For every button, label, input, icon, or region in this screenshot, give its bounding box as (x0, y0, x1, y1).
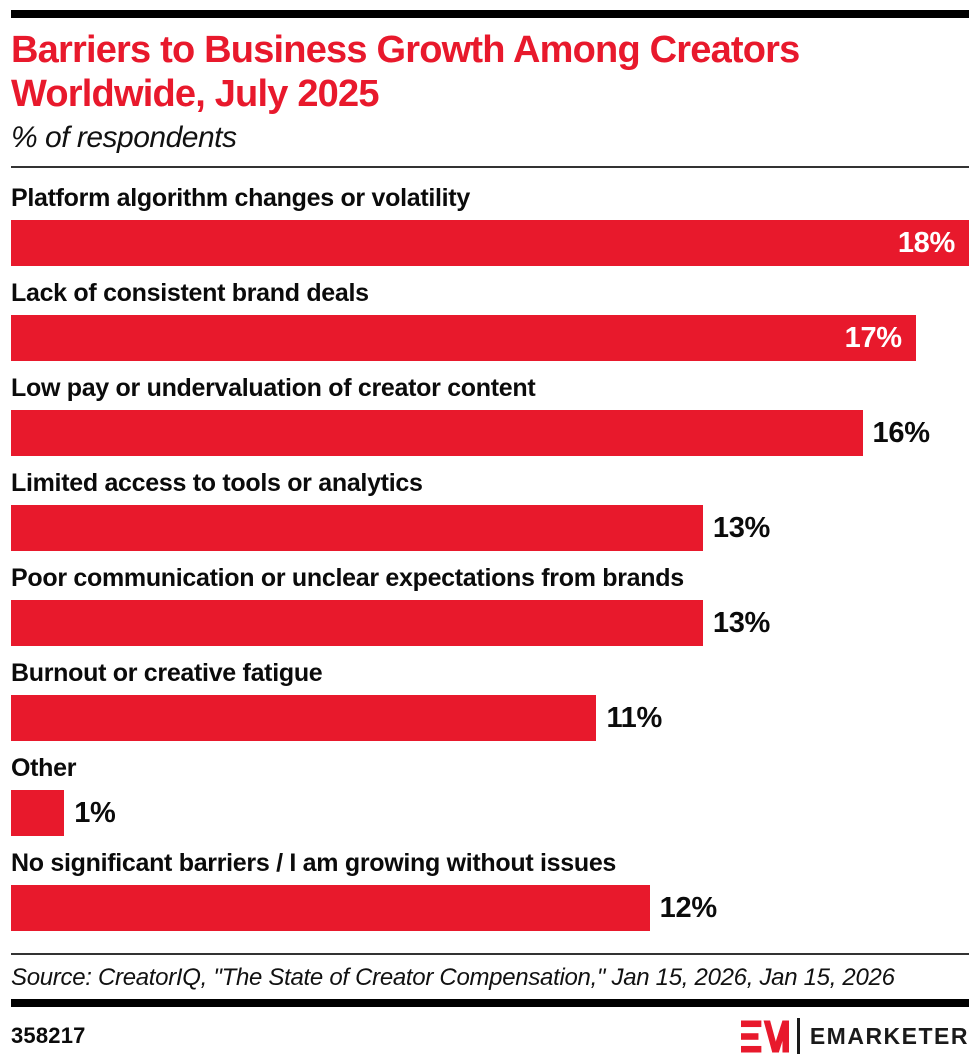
bar-category-label: Burnout or creative fatigue (11, 659, 323, 687)
chart-id: 358217 (11, 1023, 86, 1048)
top-rule (11, 10, 969, 18)
bar-category-label: No significant barriers / I am growing w… (11, 849, 617, 877)
chart-title-line2: Worldwide, July 2025 (11, 73, 379, 115)
bar-value-label: 13% (712, 511, 771, 544)
brand-wordmark: EMARKETER (809, 1022, 969, 1049)
source-note: Source: CreatorIQ, "The State of Creator… (11, 964, 895, 991)
bar-row: Low pay or undervaluation of creator con… (11, 374, 969, 456)
bar-value-label: 18% (897, 226, 955, 259)
bar (11, 885, 650, 931)
bar-line: 11% (11, 695, 969, 741)
emarketer-monogram-icon (740, 1020, 789, 1052)
bar (11, 695, 597, 741)
chart-title: Barriers to Business Growth Among Creato… (11, 28, 969, 116)
bar (11, 410, 863, 456)
infographic: Barriers to Business Growth Among Creato… (0, 10, 980, 1054)
bar-value-label: 12% (659, 891, 717, 924)
bar: 17% (11, 315, 916, 361)
bar (11, 790, 65, 836)
bar (11, 505, 703, 551)
bar-value-label: 11% (606, 701, 662, 734)
footer: 358217 EMARKETER (11, 1018, 969, 1054)
bar-row: Lack of consistent brand deals 17% (11, 279, 969, 361)
bar-chart: Platform algorithm changes or volatility… (11, 184, 969, 931)
bar-row: Platform algorithm changes or volatility… (11, 184, 969, 266)
source-divider (11, 953, 969, 955)
bar-row: No significant barriers / I am growing w… (11, 849, 969, 931)
bar-category-label: Poor communication or unclear expectatio… (11, 564, 684, 592)
bar-line: 16% (11, 410, 969, 456)
chart-title-line1: Barriers to Business Growth Among Creato… (11, 29, 800, 71)
logo-divider (796, 1018, 800, 1054)
bar-row: Poor communication or unclear expectatio… (11, 564, 969, 646)
bar-category-label: Lack of consistent brand deals (11, 279, 369, 307)
emarketer-logo: EMARKETER (740, 1018, 969, 1054)
bar-value-label: 17% (844, 321, 902, 354)
bar-line: 1% (11, 790, 969, 836)
bar-line: 17% (11, 315, 969, 361)
bar-line: 18% (11, 220, 969, 266)
bar-row: Other 1% (11, 754, 969, 836)
bar-row: Burnout or creative fatigue 11% (11, 659, 969, 741)
bar: 18% (11, 220, 969, 266)
bar-line: 13% (11, 600, 969, 646)
bar-value-label: 1% (74, 796, 116, 829)
bar-line: 12% (11, 885, 969, 931)
bar-category-label: Limited access to tools or analytics (11, 469, 423, 497)
bar-value-label: 13% (712, 606, 771, 639)
bar-row: Limited access to tools or analytics 13% (11, 469, 969, 551)
bottom-rule (11, 999, 969, 1007)
header-divider (11, 166, 969, 168)
bar-category-label: Low pay or undervaluation of creator con… (11, 374, 536, 402)
bar (11, 600, 703, 646)
bar-category-label: Other (11, 754, 77, 782)
bar-value-label: 16% (872, 416, 930, 449)
bar-line: 13% (11, 505, 969, 551)
bar-category-label: Platform algorithm changes or volatility (11, 184, 470, 212)
chart-subtitle: % of respondents (11, 121, 237, 154)
